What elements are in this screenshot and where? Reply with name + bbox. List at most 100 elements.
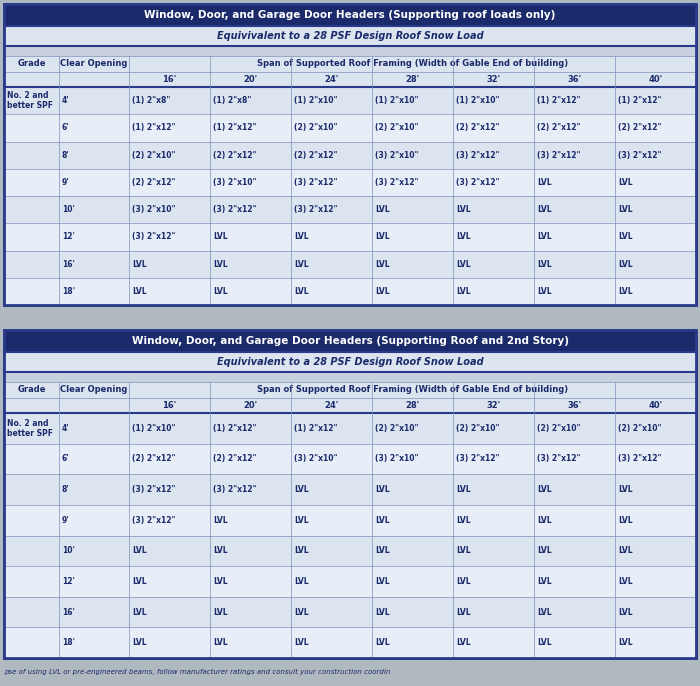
Text: LVL: LVL bbox=[537, 178, 552, 187]
Bar bbox=[4, 87, 696, 115]
Text: LVL: LVL bbox=[132, 287, 146, 296]
Text: pse of using LVL or pre-engineered beams, follow manufacturer ratings and consul: pse of using LVL or pre-engineered beams… bbox=[4, 669, 391, 675]
Text: LVL: LVL bbox=[456, 205, 470, 214]
Text: 16': 16' bbox=[62, 608, 75, 617]
Text: LVL: LVL bbox=[618, 577, 633, 586]
Text: LVL: LVL bbox=[213, 546, 228, 555]
Text: 18': 18' bbox=[62, 287, 75, 296]
Text: LVL: LVL bbox=[132, 577, 146, 586]
Text: LVL: LVL bbox=[537, 516, 552, 525]
Bar bbox=[4, 250, 696, 278]
Text: 12': 12' bbox=[62, 233, 75, 241]
Text: LVL: LVL bbox=[213, 608, 228, 617]
Text: (2) 2"x10": (2) 2"x10" bbox=[618, 424, 662, 433]
Bar bbox=[4, 566, 696, 597]
Text: LVL: LVL bbox=[213, 287, 228, 296]
Bar bbox=[4, 196, 696, 223]
Text: (1) 2"x12": (1) 2"x12" bbox=[618, 96, 662, 105]
Text: (3) 2"x12": (3) 2"x12" bbox=[456, 454, 500, 464]
Text: LVL: LVL bbox=[375, 287, 390, 296]
Text: (2) 2"x12": (2) 2"x12" bbox=[132, 178, 176, 187]
Text: Clear Opening: Clear Opening bbox=[60, 386, 127, 394]
Text: 12': 12' bbox=[62, 577, 75, 586]
Text: LVL: LVL bbox=[618, 178, 633, 187]
Text: LVL: LVL bbox=[294, 259, 309, 269]
Text: LVL: LVL bbox=[537, 205, 552, 214]
Text: (2) 2"x12": (2) 2"x12" bbox=[294, 151, 337, 160]
Text: (1) 2"x10": (1) 2"x10" bbox=[132, 424, 176, 433]
Text: LVL: LVL bbox=[618, 608, 633, 617]
Text: LVL: LVL bbox=[618, 205, 633, 214]
Text: Span of Supported Roof Framing (Width of Gable End of building): Span of Supported Roof Framing (Width of… bbox=[257, 386, 568, 394]
Text: (3) 2"x12": (3) 2"x12" bbox=[132, 485, 176, 494]
Text: (3) 2"x12": (3) 2"x12" bbox=[132, 516, 176, 525]
Text: LVL: LVL bbox=[294, 608, 309, 617]
Text: (1) 2"x10": (1) 2"x10" bbox=[375, 96, 419, 105]
Text: LVL: LVL bbox=[375, 205, 390, 214]
Bar bbox=[4, 169, 696, 196]
Text: (3) 2"x12": (3) 2"x12" bbox=[456, 151, 500, 160]
Text: LVL: LVL bbox=[456, 546, 470, 555]
Text: LVL: LVL bbox=[375, 233, 390, 241]
Text: 36': 36' bbox=[568, 401, 582, 410]
Text: (2) 2"x10": (2) 2"x10" bbox=[375, 123, 419, 132]
Bar bbox=[4, 372, 696, 382]
Text: LVL: LVL bbox=[294, 577, 309, 586]
Text: (3) 2"x12": (3) 2"x12" bbox=[537, 454, 580, 464]
Text: LVL: LVL bbox=[456, 485, 470, 494]
Text: 9': 9' bbox=[62, 178, 69, 187]
Text: (3) 2"x12": (3) 2"x12" bbox=[537, 151, 580, 160]
Text: LVL: LVL bbox=[537, 233, 552, 241]
Text: Grade: Grade bbox=[18, 60, 46, 69]
Bar bbox=[4, 413, 696, 444]
Bar bbox=[4, 330, 696, 352]
Text: LVL: LVL bbox=[537, 259, 552, 269]
Text: LVL: LVL bbox=[375, 638, 390, 647]
Text: Equivivalent to a 28 PSF Design Roof Snow Load: Equivivalent to a 28 PSF Design Roof Sno… bbox=[217, 357, 483, 367]
Text: LVL: LVL bbox=[294, 516, 309, 525]
Text: LVL: LVL bbox=[456, 233, 470, 241]
Text: 4': 4' bbox=[62, 424, 69, 433]
Text: 40': 40' bbox=[648, 75, 663, 84]
Text: LVL: LVL bbox=[213, 577, 228, 586]
Text: LVL: LVL bbox=[618, 259, 633, 269]
Bar bbox=[4, 628, 696, 658]
Text: LVL: LVL bbox=[456, 608, 470, 617]
Text: (3) 2"x12": (3) 2"x12" bbox=[213, 205, 256, 214]
Text: LVL: LVL bbox=[294, 485, 309, 494]
Bar bbox=[4, 46, 696, 56]
Text: LVL: LVL bbox=[456, 516, 470, 525]
Bar bbox=[4, 4, 696, 305]
Text: 18': 18' bbox=[62, 638, 75, 647]
Text: 10': 10' bbox=[62, 205, 75, 214]
Text: 24': 24' bbox=[324, 401, 339, 410]
Text: 40': 40' bbox=[648, 401, 663, 410]
Bar bbox=[4, 536, 696, 566]
Text: 32': 32' bbox=[486, 401, 500, 410]
Text: (2) 2"x12": (2) 2"x12" bbox=[618, 123, 662, 132]
Bar bbox=[4, 474, 696, 505]
Bar bbox=[4, 382, 696, 398]
Text: (3) 2"x10": (3) 2"x10" bbox=[294, 454, 337, 464]
Text: (1) 2"x12": (1) 2"x12" bbox=[213, 123, 256, 132]
Text: LVL: LVL bbox=[537, 485, 552, 494]
Text: (3) 2"x10": (3) 2"x10" bbox=[213, 178, 256, 187]
Text: (2) 2"x12": (2) 2"x12" bbox=[537, 123, 580, 132]
Text: Equivivalent to a 28 PSF Design Roof Snow Load: Equivivalent to a 28 PSF Design Roof Sno… bbox=[217, 31, 483, 41]
Text: 20': 20' bbox=[244, 75, 258, 84]
Text: (3) 2"x10": (3) 2"x10" bbox=[132, 205, 176, 214]
Bar bbox=[4, 56, 696, 72]
Text: LVL: LVL bbox=[375, 259, 390, 269]
Text: LVL: LVL bbox=[537, 638, 552, 647]
Text: 20': 20' bbox=[244, 401, 258, 410]
Text: (1) 2"x10": (1) 2"x10" bbox=[294, 96, 337, 105]
Text: 16': 16' bbox=[162, 75, 176, 84]
Text: 28': 28' bbox=[405, 75, 419, 84]
Text: (3) 2"x10": (3) 2"x10" bbox=[375, 151, 419, 160]
Text: 8': 8' bbox=[62, 485, 70, 494]
Text: LVL: LVL bbox=[537, 577, 552, 586]
Bar bbox=[4, 352, 696, 372]
Bar bbox=[4, 26, 696, 46]
Text: 28': 28' bbox=[405, 401, 419, 410]
Text: LVL: LVL bbox=[537, 287, 552, 296]
